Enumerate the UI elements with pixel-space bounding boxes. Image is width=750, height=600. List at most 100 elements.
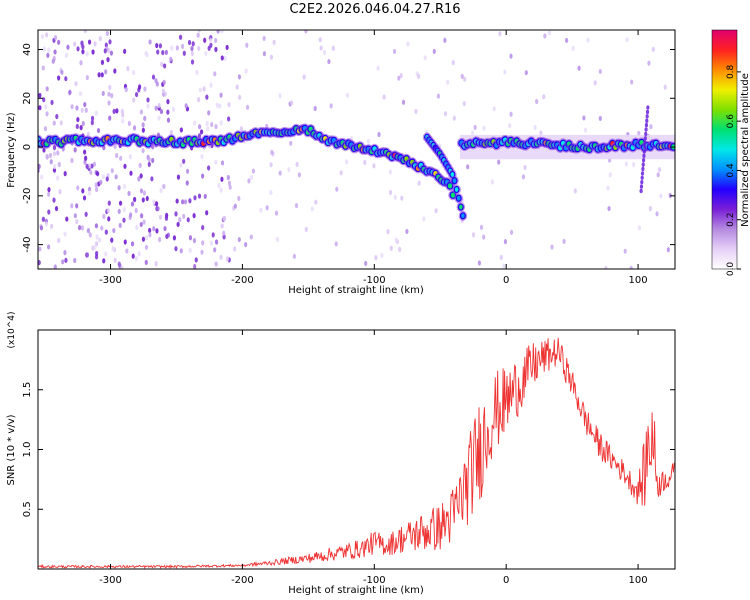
noise-speckle <box>582 115 586 121</box>
x-tick-label: -200 <box>231 275 254 286</box>
noise-speckle <box>222 230 226 236</box>
noise-speckle <box>632 161 636 168</box>
noise-speckle <box>182 213 186 219</box>
noise-speckle <box>158 214 163 220</box>
noise-speckle <box>81 120 85 127</box>
noise-speckle <box>249 174 254 180</box>
noise-speckle <box>80 107 84 113</box>
noise-speckle <box>451 60 455 66</box>
noise-speckle <box>105 30 109 36</box>
noise-speckle <box>101 90 105 97</box>
noise-speckle <box>95 186 99 193</box>
noise-speckle <box>178 34 183 40</box>
noise-speckle <box>152 199 156 205</box>
noise-speckle <box>63 250 67 256</box>
noise-speckle <box>214 261 218 267</box>
noise-speckle <box>139 221 143 228</box>
noise-speckle <box>87 190 92 196</box>
noise-speckle <box>376 65 380 71</box>
noise-speckle <box>57 39 61 45</box>
noise-speckle <box>174 246 178 252</box>
noise-speckle <box>593 80 597 86</box>
noise-speckle <box>547 30 552 36</box>
noise-speckle <box>345 159 349 165</box>
noise-speckle <box>275 236 280 243</box>
noise-speckle <box>77 225 82 231</box>
noise-speckle <box>113 68 117 74</box>
noise-speckle <box>322 49 327 56</box>
noise-speckle <box>497 159 501 165</box>
noise-speckle <box>94 254 99 260</box>
spike-mark <box>641 158 646 163</box>
noise-speckle <box>41 216 45 222</box>
noise-speckle <box>191 41 195 47</box>
noise-speckle <box>219 92 223 98</box>
noise-speckle <box>214 239 219 245</box>
noise-speckle <box>117 185 121 191</box>
noise-speckle <box>104 229 108 235</box>
noise-speckle <box>214 46 218 53</box>
noise-speckle <box>389 245 393 251</box>
noise-speckle <box>101 174 106 180</box>
noise-speckle <box>87 163 92 169</box>
noise-speckle <box>503 69 507 75</box>
noise-speckle <box>292 253 296 259</box>
noise-speckle <box>207 165 211 171</box>
noise-speckle <box>490 179 495 185</box>
noise-speckle <box>161 49 165 56</box>
noise-speckle <box>179 127 183 133</box>
noise-speckle <box>109 50 114 56</box>
spectrogram-y-label: Frequency (Hz) <box>6 112 17 188</box>
noise-speckle <box>122 217 126 223</box>
noise-speckle <box>372 163 376 169</box>
noise-speckle <box>75 123 79 130</box>
noise-speckle <box>57 237 61 244</box>
noise-speckle <box>143 115 147 122</box>
noise-speckle <box>38 259 41 266</box>
noise-speckle <box>374 255 378 261</box>
noise-speckle <box>657 167 662 173</box>
noise-speckle <box>86 228 90 234</box>
noise-speckle <box>606 185 610 191</box>
noise-speckle <box>54 205 59 212</box>
noise-speckle <box>78 90 83 97</box>
noise-speckle <box>197 193 202 199</box>
noise-speckle <box>302 74 306 80</box>
noise-speckle <box>304 30 308 34</box>
noise-speckle <box>142 190 147 196</box>
noise-speckle <box>159 108 164 115</box>
noise-speckle <box>197 97 201 103</box>
chart-title: C2E2.2026.046.04.27.R16 <box>289 2 461 17</box>
spike-mark <box>645 109 650 115</box>
x-tick-label: -100 <box>363 575 386 586</box>
noise-speckle <box>197 30 201 33</box>
noise-speckle <box>188 235 193 241</box>
spike-mark <box>640 175 644 180</box>
noise-speckle <box>220 223 224 229</box>
noise-speckle <box>137 176 141 182</box>
noise-speckle <box>294 202 299 209</box>
snr-y-multiplier: (x10^4) <box>7 311 17 348</box>
noise-speckle <box>150 176 154 182</box>
noise-speckle <box>76 116 80 123</box>
noise-speckle <box>219 254 223 260</box>
noise-speckle <box>87 186 92 192</box>
noise-speckle <box>207 110 211 116</box>
noise-speckle <box>119 155 123 161</box>
noise-speckle <box>251 168 256 174</box>
noise-speckle <box>625 37 629 43</box>
noise-speckle <box>139 188 144 194</box>
noise-speckle <box>41 65 45 71</box>
noise-speckle <box>38 163 41 170</box>
ridge-core <box>461 213 465 219</box>
noise-speckle <box>207 45 211 51</box>
x-tick-label: -300 <box>99 275 122 286</box>
snr-panel: -300 -200 -100 0 100 0.5 1.0 1.5 Height of str… <box>6 311 676 596</box>
spike-mark <box>639 184 644 189</box>
noise-speckle <box>155 42 159 49</box>
noise-speckle <box>110 93 114 99</box>
noise-speckle <box>220 160 225 166</box>
noise-speckle <box>127 120 132 127</box>
noise-speckle <box>80 225 84 231</box>
noise-speckle <box>278 170 282 176</box>
